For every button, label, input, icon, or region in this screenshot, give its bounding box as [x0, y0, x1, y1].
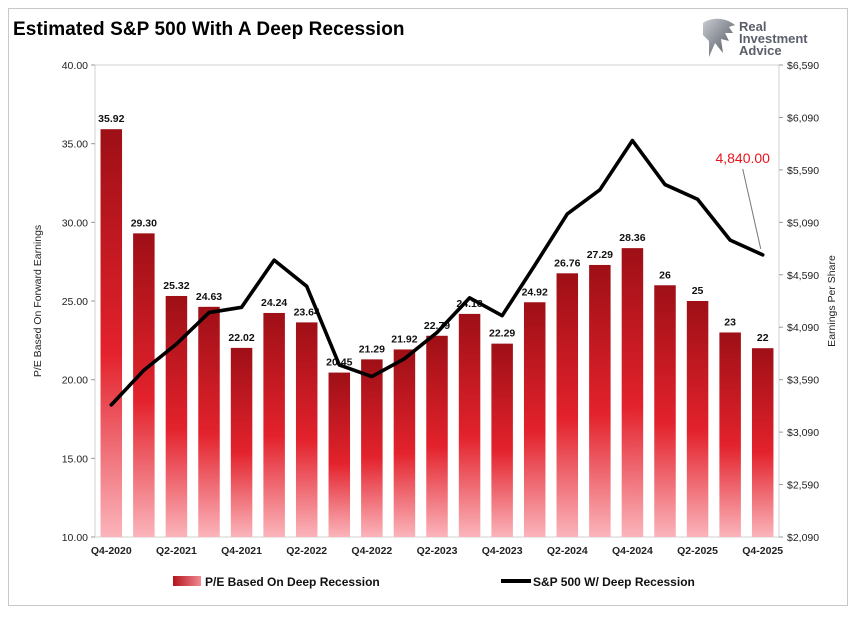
bar-data-label: 21.29 — [359, 343, 385, 355]
company-logo: Real Investment Advice — [699, 13, 839, 63]
logo-line-3: Advice — [739, 43, 782, 58]
x-tick-label: Q4-2023 — [482, 545, 523, 557]
x-tick-label: Q2-2022 — [286, 545, 327, 557]
pe-bar — [198, 306, 220, 537]
bar-data-label: 28.36 — [619, 232, 645, 244]
logo-line-2: Investment — [739, 31, 808, 46]
bar-data-label: 22.02 — [228, 332, 254, 344]
legend: P/E Based On Deep Recession S&P 500 W/ De… — [173, 575, 695, 589]
bar-data-label: 23 — [724, 316, 736, 328]
pe-bar — [491, 343, 513, 537]
legend-bar-label: P/E Based On Deep Recession — [205, 575, 380, 589]
bar-data-label: 25.32 — [163, 280, 189, 292]
right-tick-label: $3,590 — [787, 375, 819, 387]
bar-data-label: 29.30 — [131, 217, 157, 229]
left-tick-label: 30.00 — [62, 217, 88, 229]
sp500-line — [109, 138, 765, 407]
line-series — [109, 138, 765, 407]
chart-title: Estimated S&P 500 With A Deep Recession — [13, 19, 405, 40]
bar-data-label: 21.92 — [391, 333, 417, 345]
pe-bar — [133, 233, 155, 537]
right-axis-title: Earnings Per Share — [826, 255, 838, 347]
pe-bar — [621, 248, 644, 538]
pe-bar — [589, 264, 611, 537]
right-tick-label: $2,090 — [787, 532, 819, 544]
x-tick-label: Q2-2023 — [417, 545, 458, 557]
bar-data-label: 24.92 — [522, 286, 548, 298]
right-tick-label: $6,090 — [787, 112, 819, 124]
right-tick-label: $6,590 — [787, 60, 819, 72]
legend-bar-swatch — [173, 576, 201, 586]
pe-bar — [686, 301, 709, 537]
chart-area: 10.00 15.00 20.00 25.00 30.00 35.00 40.00 $2,09… — [32, 60, 838, 589]
left-tick-label: 40.00 — [62, 60, 88, 72]
pe-bar — [100, 129, 123, 537]
left-tick-label: 15.00 — [62, 453, 88, 465]
left-tick-label: 25.00 — [62, 296, 88, 308]
x-tick-label: Q2-2024 — [547, 545, 588, 557]
bar-data-label: 22.29 — [489, 328, 515, 340]
pe-bar — [165, 295, 188, 537]
pe-bar — [263, 312, 285, 537]
bar-data-label: 35.92 — [98, 113, 124, 125]
bar-data-label: 24.63 — [196, 291, 222, 303]
logo-line-1: Real — [739, 19, 767, 34]
bar-data-label: 22 — [757, 332, 769, 344]
bar-data-label: 23.64 — [294, 306, 320, 318]
pe-bar — [328, 372, 351, 537]
axes: 10.00 15.00 20.00 25.00 30.00 35.00 40.00 $2,09… — [32, 60, 838, 557]
legend-line-label: S&P 500 W/ Deep Recession — [533, 575, 695, 589]
left-tick-label: 10.00 — [62, 532, 88, 544]
x-tick-label: Q2-2025 — [677, 545, 718, 557]
pe-bar — [458, 313, 481, 537]
x-tick-label: Q4-2025 — [742, 545, 783, 557]
x-tick-label: Q4-2022 — [351, 545, 392, 557]
bar-data-label: 26.76 — [554, 257, 580, 269]
pe-bar — [751, 348, 774, 537]
pe-bar — [523, 302, 546, 537]
right-tick-label: $5,590 — [787, 165, 819, 177]
bar-data-label: 27.29 — [587, 249, 613, 261]
eagle-logo-icon — [703, 18, 735, 57]
pe-bar — [426, 335, 448, 537]
bar-data-label: 26 — [659, 269, 671, 281]
annotation: 4,840.00 — [715, 150, 770, 249]
annotation-label: 4,840.00 — [715, 150, 770, 166]
annotation-leader-line — [742, 168, 762, 249]
chart-frame: Estimated S&P 500 With A Deep Recession … — [8, 8, 848, 606]
pe-bar — [295, 322, 318, 537]
pe-bar — [230, 347, 253, 537]
left-tick-label: 20.00 — [62, 375, 88, 387]
bar-data-label: 24.24 — [261, 297, 287, 309]
logo-text: Real Investment Advice — [739, 19, 808, 58]
left-tick-label: 35.00 — [62, 139, 88, 151]
right-tick-label: $3,090 — [787, 427, 819, 439]
pe-bar — [556, 273, 579, 537]
right-tick-label: $4,590 — [787, 270, 819, 282]
pe-bar — [719, 332, 741, 537]
bar-data-label: 25 — [692, 285, 704, 297]
pe-bar — [361, 359, 383, 537]
pe-bar — [654, 285, 676, 537]
right-tick-label: $4,090 — [787, 322, 819, 334]
x-tick-label: Q4-2020 — [91, 545, 132, 557]
right-tick-label: $5,090 — [787, 217, 819, 229]
x-tick-label: Q2-2021 — [156, 545, 197, 557]
left-axis-title: P/E Based On Forward Earnings — [32, 225, 44, 377]
x-tick-label: Q4-2021 — [221, 545, 262, 557]
pe-bar — [393, 349, 416, 537]
right-tick-label: $2,590 — [787, 480, 819, 492]
bar-series — [100, 129, 774, 538]
x-tick-label: Q4-2024 — [612, 545, 653, 557]
